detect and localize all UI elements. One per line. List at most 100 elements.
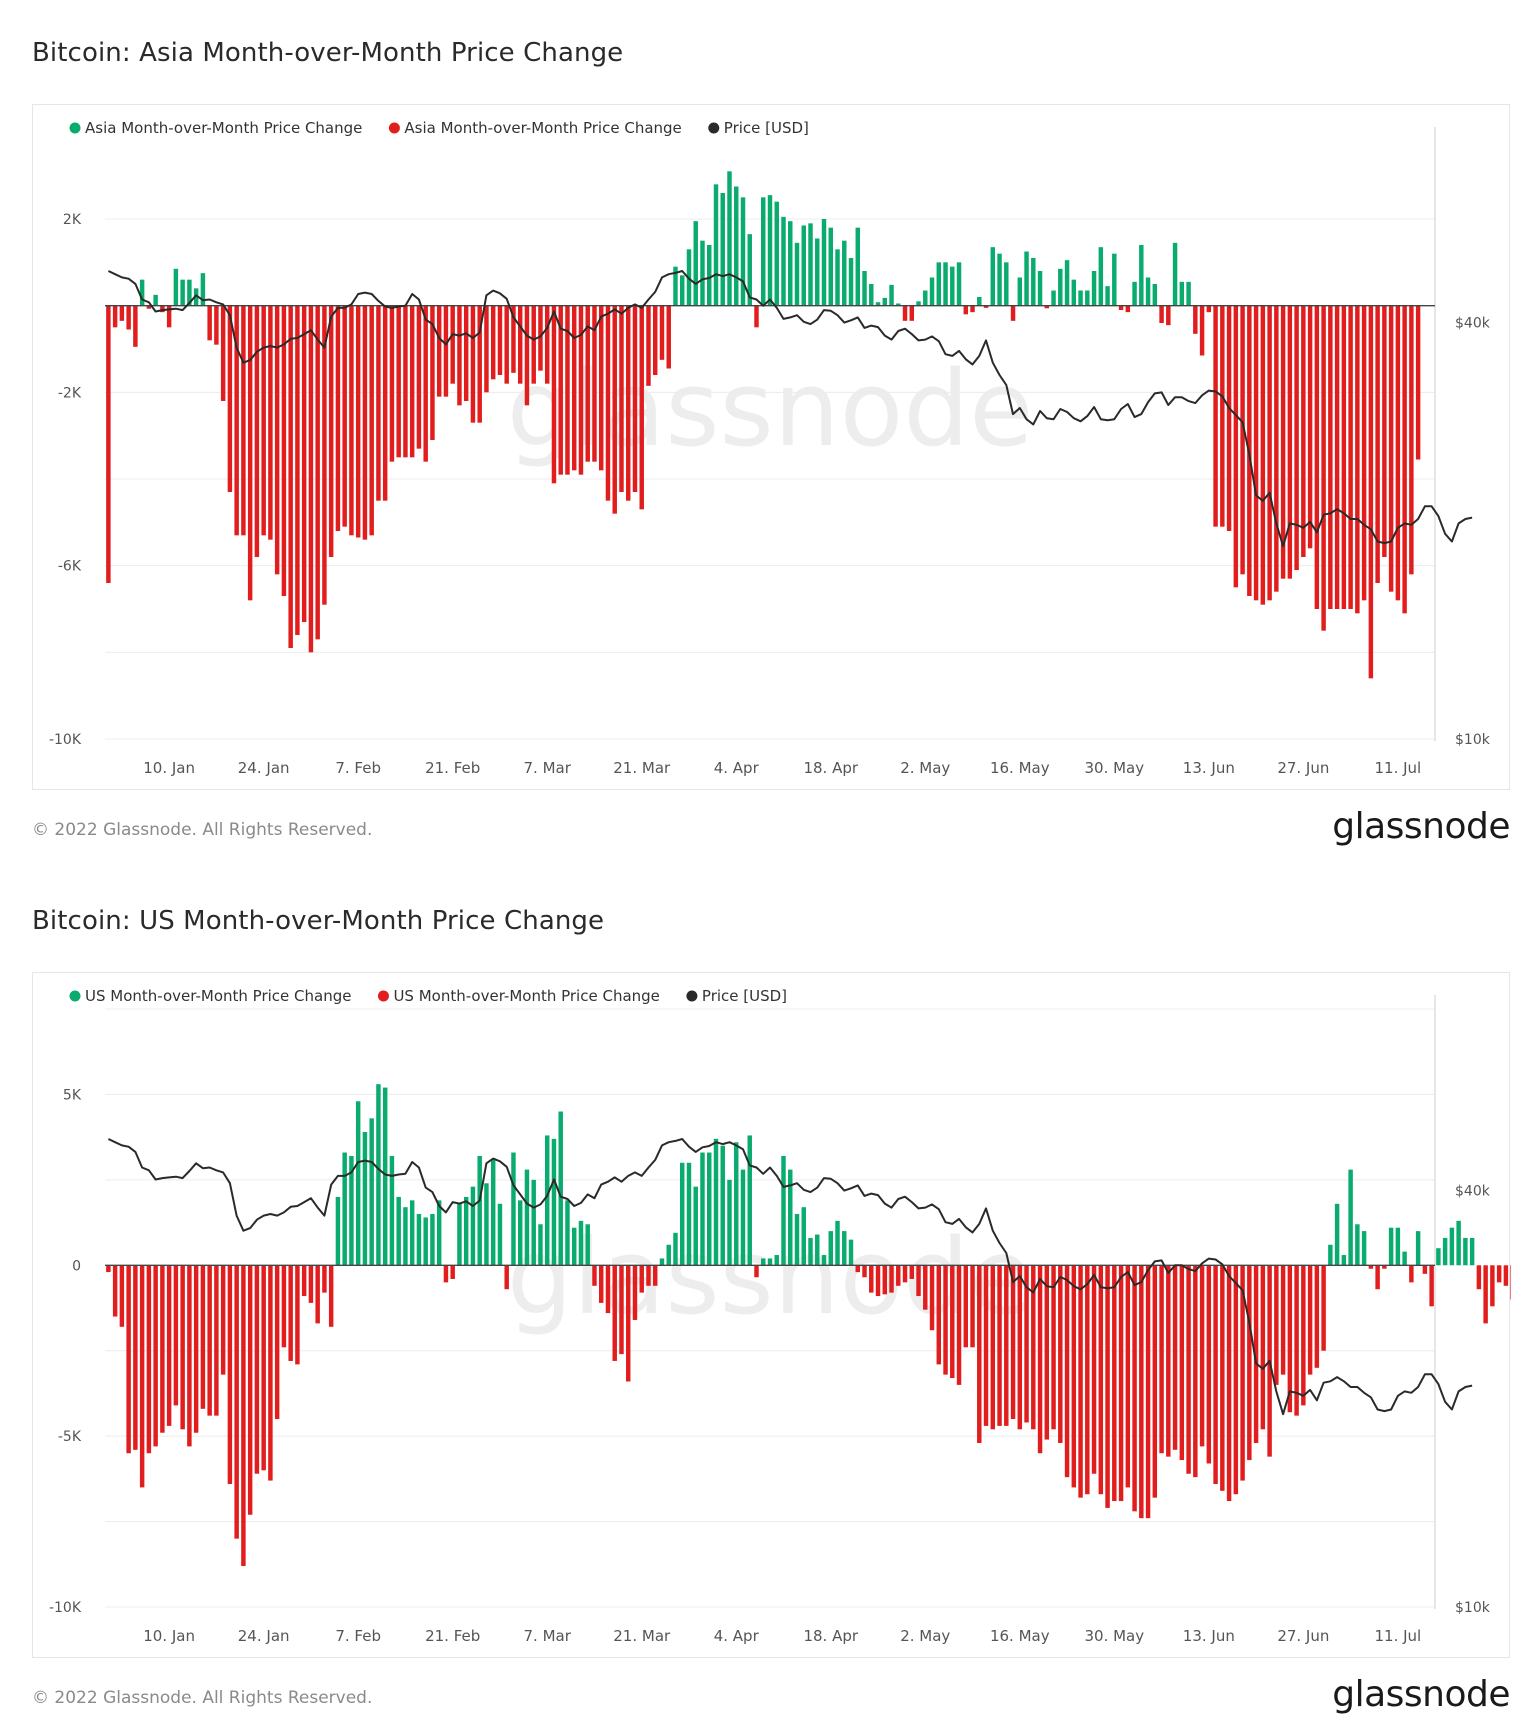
bar <box>268 305 273 540</box>
y-tick-label: 5K <box>63 1087 82 1103</box>
bar <box>707 245 712 306</box>
bar <box>963 1265 969 1348</box>
bar <box>362 1132 368 1266</box>
legend: Asia Month-over-Month Price Change Asia M… <box>69 119 809 137</box>
bar <box>653 305 658 375</box>
bar <box>544 1135 550 1266</box>
bar <box>1496 1265 1502 1283</box>
bar <box>301 305 307 622</box>
bar <box>1078 1265 1083 1498</box>
bar <box>646 305 651 386</box>
bar <box>531 1179 536 1266</box>
bar <box>1301 305 1306 557</box>
bar <box>767 195 773 306</box>
x-tick-label: 21. Feb <box>425 759 480 777</box>
bar <box>166 1265 172 1426</box>
bar <box>1321 305 1326 631</box>
bar <box>862 1265 867 1278</box>
x-tick-label: 11. Jul <box>1375 759 1422 777</box>
bar <box>1355 1224 1360 1266</box>
bar <box>1199 305 1205 356</box>
bar <box>902 1265 908 1283</box>
bar <box>794 1214 800 1266</box>
x-tick-label: 4. Apr <box>714 759 760 777</box>
bar <box>828 1231 833 1266</box>
bar <box>808 223 813 306</box>
bar <box>1388 1227 1394 1266</box>
bar <box>936 1265 942 1365</box>
bar <box>659 1258 665 1266</box>
bar <box>896 1265 901 1286</box>
bar <box>1334 1203 1340 1266</box>
x-tick-label: 27. Jun <box>1277 759 1329 777</box>
legend-label: Asia Month-over-Month Price Change <box>404 119 681 137</box>
y-tick-label: -10K <box>49 1600 82 1616</box>
bar <box>463 305 469 401</box>
bar <box>436 305 442 397</box>
glassnode-logo[interactable]: glassnode <box>1332 1674 1510 1715</box>
bar <box>1382 305 1387 557</box>
bar <box>214 1265 219 1416</box>
bar <box>592 305 597 462</box>
bar <box>274 305 280 575</box>
bar <box>774 1255 779 1266</box>
bar <box>1118 305 1124 310</box>
bar <box>612 1265 617 1361</box>
grid <box>105 1008 1435 1608</box>
bar <box>160 1265 165 1433</box>
bar <box>1415 1231 1421 1266</box>
bar <box>700 1152 705 1266</box>
asia-chart-area[interactable]: glassnode 2K -2K -6K -10K $40k $10k 10. Jan 24. … <box>32 104 1510 790</box>
x-tick-label: 24. Jan <box>238 1627 290 1645</box>
bar <box>1328 305 1333 609</box>
bar <box>1125 305 1131 313</box>
bar <box>788 1169 793 1266</box>
bar <box>774 201 779 306</box>
bar <box>484 1183 489 1266</box>
bar <box>193 1265 199 1433</box>
bar <box>801 225 806 306</box>
bar <box>1044 1265 1050 1440</box>
bar <box>862 271 867 306</box>
bar <box>1375 1265 1380 1290</box>
y-tick-label: -2K <box>58 385 82 401</box>
bar <box>1348 1169 1353 1266</box>
x-tick-label: 10. Jan <box>143 1627 195 1645</box>
bar <box>848 1239 854 1266</box>
bar <box>308 305 314 653</box>
bar <box>1287 1265 1293 1413</box>
y-axis-right: $40k $10k <box>1455 1184 1491 1616</box>
bar <box>673 1232 678 1266</box>
x-axis: 10. Jan 24. Jan 7. Feb 21. Feb 7. Mar 21. Mar… <box>143 759 1421 777</box>
bar <box>842 240 847 306</box>
bar <box>241 1265 246 1566</box>
bar <box>1233 305 1239 588</box>
bar <box>295 1265 300 1365</box>
bar <box>1166 1265 1171 1457</box>
bar <box>1280 1265 1286 1375</box>
y2-tick-label: $10k <box>1455 1600 1491 1616</box>
x-tick-label: 7. Mar <box>524 1627 572 1645</box>
bar <box>342 305 347 527</box>
x-tick-label: 2. May <box>900 759 950 777</box>
bar <box>517 305 523 384</box>
bar <box>1105 286 1110 306</box>
x-tick-label: 10. Jan <box>143 759 195 777</box>
x-axis: 10. Jan 24. Jan 7. Feb 21. Feb 7. Mar 21. Mar… <box>143 1627 1421 1645</box>
bar <box>625 1265 631 1382</box>
bar <box>835 1220 840 1266</box>
bar <box>761 197 766 306</box>
bar <box>335 305 341 531</box>
bar <box>254 305 260 557</box>
bar <box>1044 305 1050 309</box>
glassnode-logo[interactable]: glassnode <box>1332 806 1510 847</box>
bar <box>423 1217 428 1266</box>
x-tick-label: 2. May <box>900 1627 950 1645</box>
bar <box>1132 281 1137 306</box>
bar <box>639 1265 644 1293</box>
us-chart-area[interactable]: glassnode 5K 0 -5K -10K $40k $10k 10. Jan 24. Ja… <box>32 972 1511 1659</box>
bar <box>490 305 496 380</box>
bar <box>315 305 320 640</box>
